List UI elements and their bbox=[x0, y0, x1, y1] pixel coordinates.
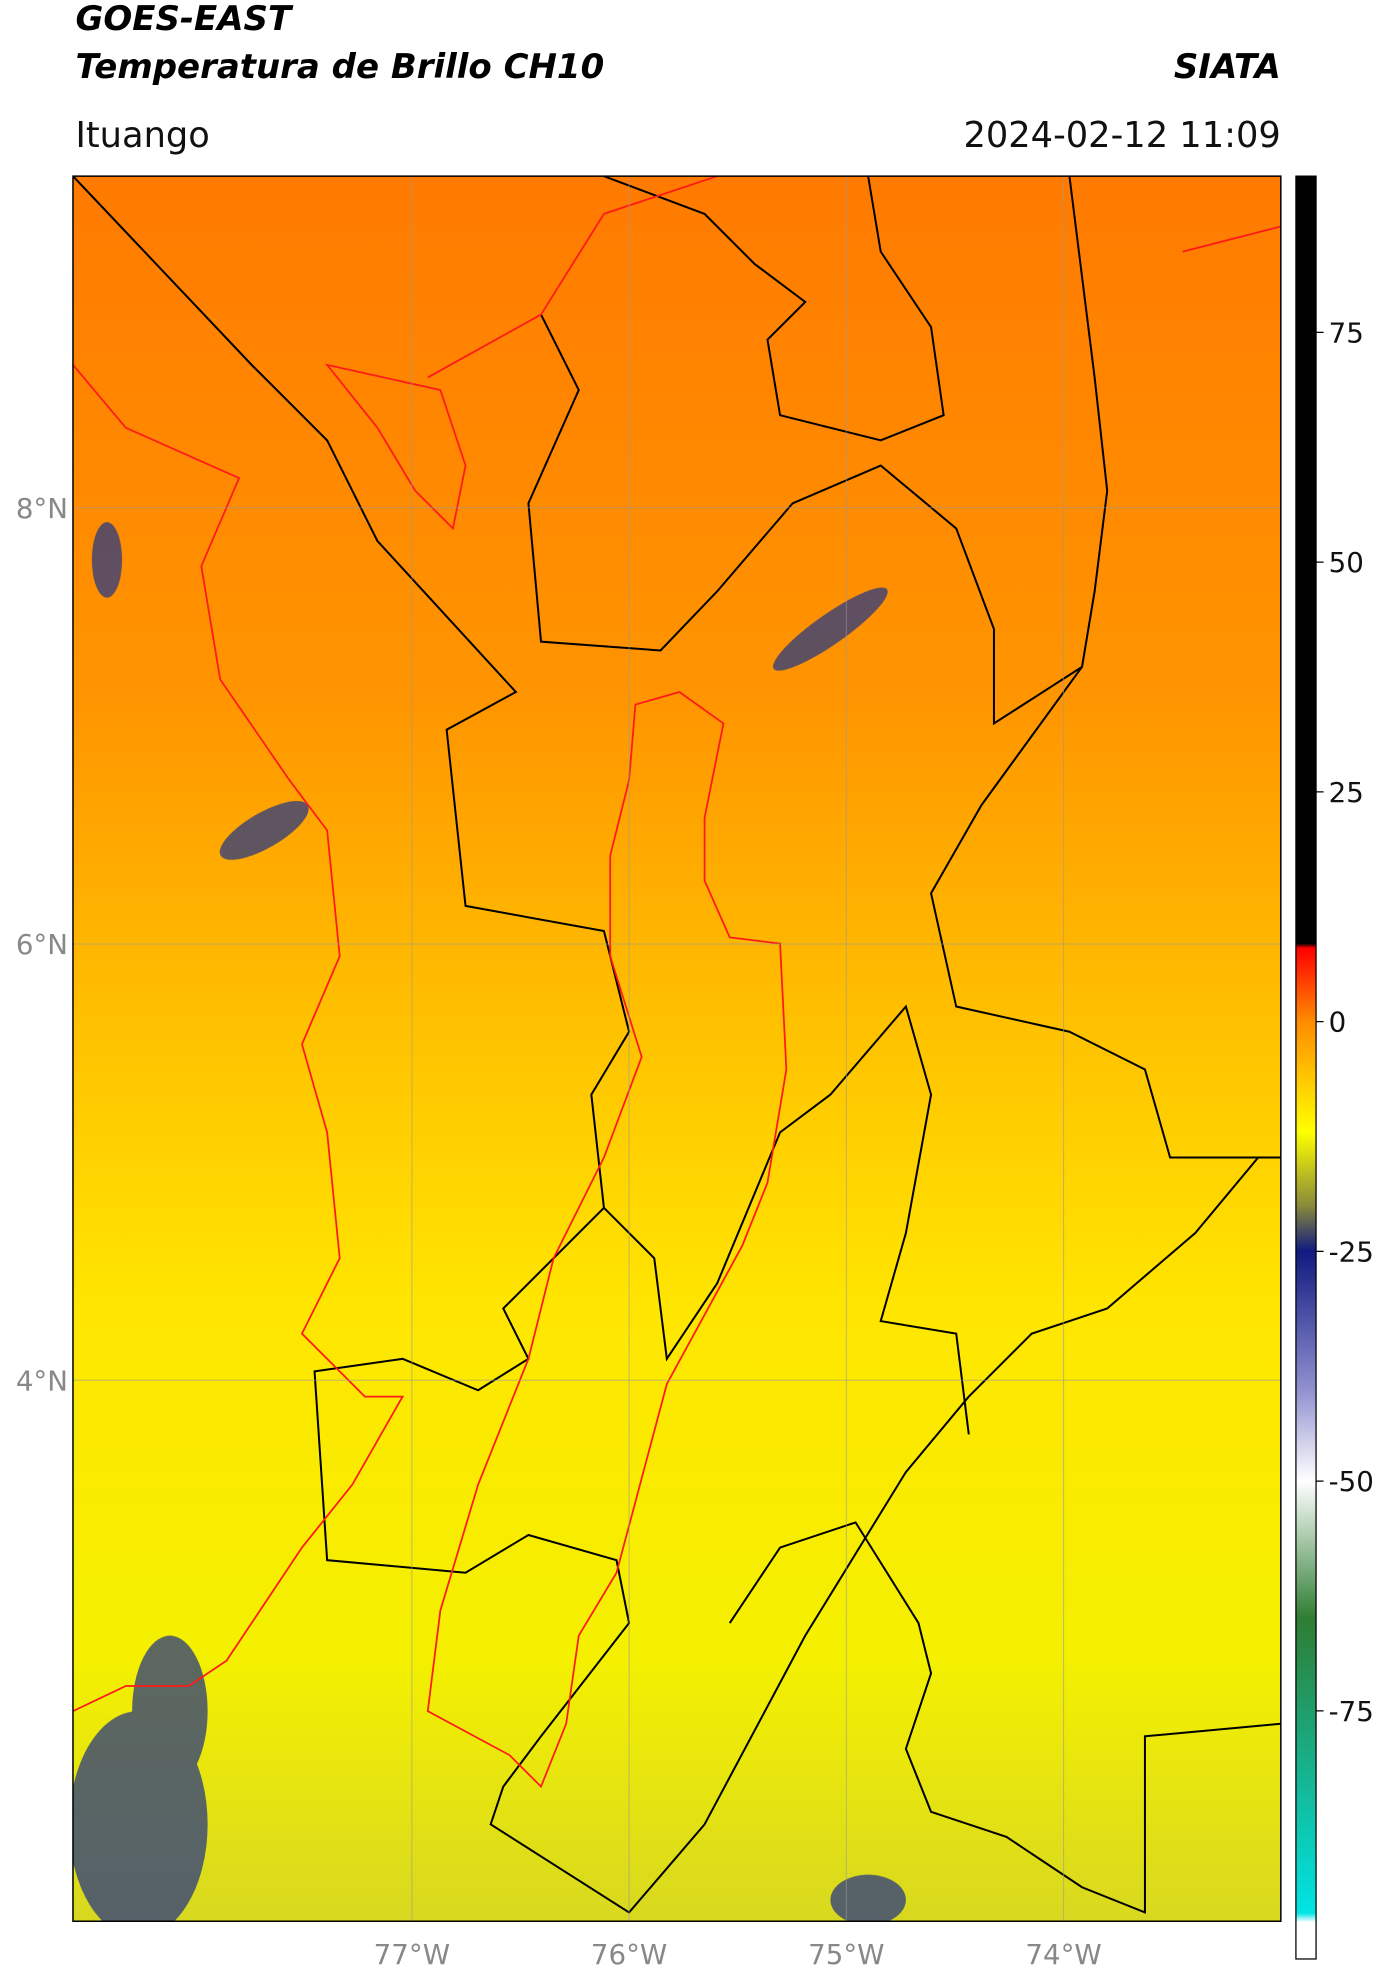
lon-label: 74°W bbox=[1025, 1938, 1101, 1971]
lon-label: 75°W bbox=[808, 1938, 884, 1971]
boundary bbox=[603, 1004, 970, 1435]
colorbar-tick-label: 25 bbox=[1329, 776, 1364, 809]
subtitle: Temperatura de Brillo CH10 bbox=[75, 47, 604, 87]
location: Ituango bbox=[75, 115, 209, 156]
colorbar-tick-label: -50 bbox=[1329, 1465, 1374, 1498]
coastline bbox=[72, 364, 405, 1712]
boundary bbox=[603, 176, 945, 442]
colorbar-tick-label: 50 bbox=[1329, 546, 1364, 579]
lat-label: 4°N bbox=[16, 1364, 68, 1397]
boundary bbox=[527, 176, 1109, 726]
colorbar-tick-label: -75 bbox=[1329, 1695, 1374, 1728]
lon-label: 77°W bbox=[374, 1938, 450, 1971]
map-frame bbox=[72, 175, 1282, 1922]
cloud-patches bbox=[72, 522, 906, 1922]
boundary bbox=[728, 1521, 1281, 1914]
lon-label: 76°W bbox=[591, 1938, 667, 1971]
map bbox=[72, 176, 1281, 1922]
source: SIATA bbox=[1174, 47, 1281, 87]
colorbar-tick-label: 75 bbox=[1329, 316, 1364, 349]
colorbar-tick-label: 0 bbox=[1329, 1006, 1347, 1039]
lat-label: 6°N bbox=[16, 928, 68, 961]
datetime: 2024-02-12 11:09 bbox=[963, 115, 1280, 156]
coastline bbox=[324, 176, 1281, 531]
boundary bbox=[72, 176, 1259, 1914]
colorbar bbox=[1295, 175, 1317, 1960]
colorbar-tick-label: -25 bbox=[1329, 1235, 1374, 1268]
title: GOES-EAST bbox=[75, 0, 293, 39]
boundary bbox=[929, 666, 1281, 1159]
lat-label: 8°N bbox=[16, 492, 68, 525]
map-background bbox=[72, 176, 1281, 1922]
